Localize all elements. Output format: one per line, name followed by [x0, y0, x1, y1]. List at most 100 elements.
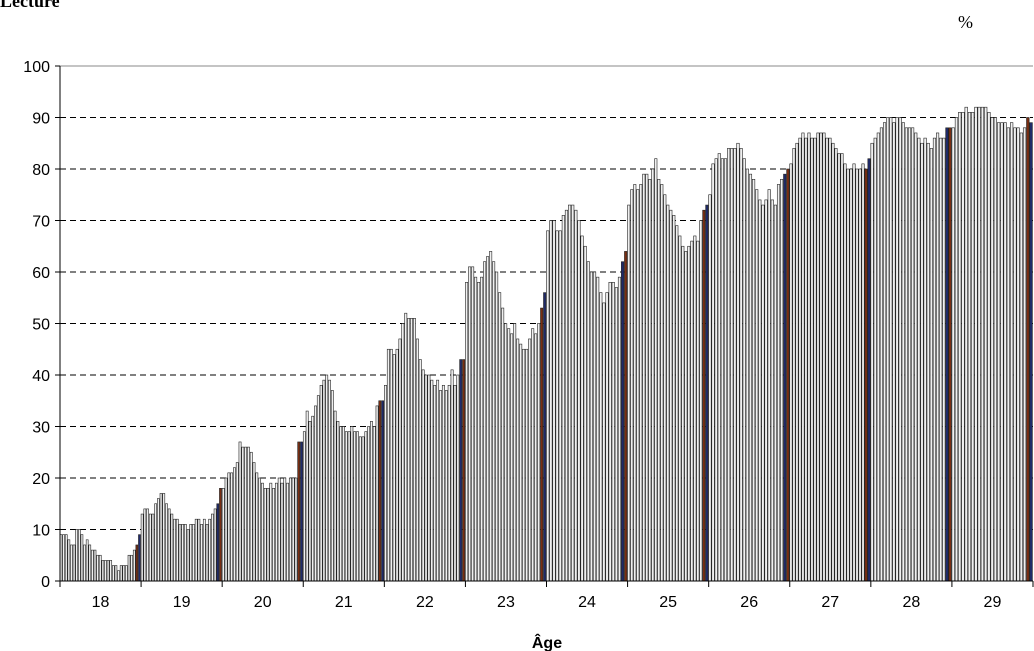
- bar: [213, 508, 217, 582]
- bar: [914, 132, 918, 582]
- bar: [929, 148, 933, 582]
- bar: [219, 487, 222, 582]
- bar: [186, 529, 190, 582]
- bar: [258, 477, 262, 582]
- bar: [347, 431, 351, 582]
- bar: [384, 384, 387, 582]
- bar: [980, 106, 985, 582]
- bar: [439, 390, 442, 582]
- bar: [864, 168, 868, 582]
- bar: [564, 209, 569, 582]
- bar: [795, 142, 799, 582]
- bar: [367, 426, 371, 582]
- x-tick-label: 26: [740, 594, 758, 611]
- bar: [507, 328, 511, 582]
- bar: [687, 245, 691, 582]
- y-tick-label: 0: [41, 574, 50, 591]
- bar: [708, 194, 712, 582]
- bar: [711, 163, 715, 582]
- bar: [151, 513, 155, 582]
- bar: [666, 204, 670, 582]
- bar: [678, 235, 682, 582]
- bar: [430, 379, 434, 582]
- bar: [356, 431, 359, 582]
- bar: [923, 137, 927, 582]
- bar: [519, 343, 523, 582]
- bar: [316, 395, 320, 582]
- bar: [577, 220, 581, 582]
- bar: [672, 215, 676, 582]
- bar: [537, 323, 541, 582]
- bar: [589, 271, 593, 582]
- bar: [415, 338, 419, 582]
- bar: [907, 127, 912, 582]
- bar: [681, 245, 685, 582]
- bar: [789, 163, 793, 582]
- bar: [272, 487, 275, 582]
- bar: [80, 534, 84, 582]
- bar: [849, 168, 853, 582]
- bar: [140, 513, 144, 582]
- bar: [645, 173, 649, 582]
- bar: [742, 158, 746, 582]
- bar: [684, 251, 688, 582]
- bar: [733, 148, 737, 582]
- x-tick-label: 19: [173, 594, 191, 611]
- bar: [325, 374, 329, 582]
- bar: [624, 251, 628, 582]
- bar: [98, 554, 102, 582]
- bar: [154, 503, 158, 582]
- bar: [675, 225, 679, 582]
- bar: [202, 518, 206, 582]
- bar: [96, 554, 99, 582]
- bar: [846, 168, 850, 582]
- bar: [798, 137, 802, 582]
- bar: [194, 518, 198, 582]
- bar: [143, 508, 147, 582]
- bar: [205, 524, 209, 582]
- bar: [450, 369, 454, 582]
- bar: [954, 117, 959, 582]
- bar: [159, 493, 163, 582]
- bar: [621, 261, 625, 582]
- bar: [181, 524, 185, 582]
- bar: [886, 117, 890, 582]
- x-axis-label: Âge: [532, 633, 562, 651]
- bar: [810, 137, 814, 582]
- bar: [200, 524, 203, 582]
- bar: [462, 359, 466, 582]
- bar: [130, 554, 133, 582]
- bar: [370, 421, 373, 582]
- bar: [558, 230, 562, 582]
- bar: [663, 194, 667, 582]
- bar: [651, 168, 655, 582]
- bar: [101, 560, 105, 582]
- bar: [964, 106, 968, 582]
- bar: [401, 323, 405, 582]
- bar: [436, 379, 440, 582]
- bar: [328, 379, 331, 582]
- bar: [951, 127, 955, 582]
- bar: [586, 261, 590, 582]
- bar: [522, 348, 526, 582]
- bar: [224, 477, 228, 582]
- bar: [297, 441, 301, 582]
- bar: [146, 508, 149, 582]
- bar: [702, 209, 706, 582]
- bar: [669, 209, 673, 582]
- bar: [109, 560, 113, 582]
- bar: [125, 565, 128, 582]
- bar: [358, 436, 362, 582]
- bar: [424, 374, 428, 582]
- bar: [1019, 132, 1023, 582]
- bar: [135, 544, 139, 582]
- bar: [730, 148, 734, 582]
- bar: [984, 106, 988, 582]
- bar: [574, 209, 578, 582]
- bar: [189, 524, 193, 582]
- chart-title: Lecture: [0, 0, 60, 11]
- bar: [561, 215, 565, 582]
- bar: [244, 446, 248, 582]
